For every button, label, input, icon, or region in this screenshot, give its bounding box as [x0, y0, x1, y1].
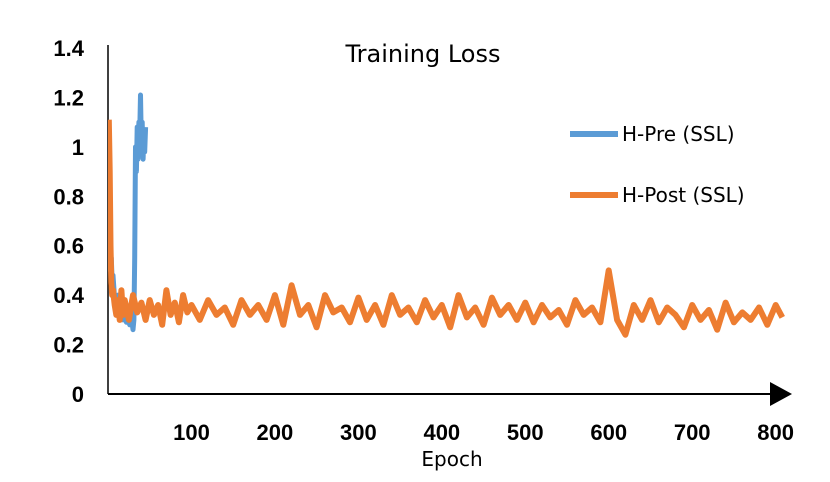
- x-tick-label: 700: [674, 420, 711, 445]
- y-tick-label: 0: [72, 382, 84, 407]
- x-tick-label: 200: [257, 420, 294, 445]
- legend-label: H-Pre (SSL): [622, 122, 735, 146]
- y-tick-label: 1: [72, 135, 84, 160]
- y-tick-label: 0.8: [53, 184, 84, 209]
- x-axis-title: Epoch: [421, 447, 482, 471]
- x-tick-label: 600: [590, 420, 627, 445]
- x-tick-label: 400: [423, 420, 460, 445]
- x-tick-label: 300: [340, 420, 377, 445]
- x-axis-arrow-icon: [770, 382, 792, 406]
- legend: H-Pre (SSL) H-Post (SSL): [570, 122, 745, 207]
- y-tick-label: 0.6: [53, 234, 84, 259]
- y-axis-ticks: 0 0.2 0.4 0.6 0.8 1 1.2 1.4: [53, 36, 84, 407]
- x-tick-label: 100: [173, 420, 210, 445]
- y-tick-label: 0.2: [53, 333, 84, 358]
- series-lines: [108, 92, 785, 338]
- y-tick-label: 1.4: [53, 36, 84, 61]
- y-tick-label: 1.2: [53, 85, 84, 110]
- x-tick-label: 800: [757, 420, 794, 445]
- series-line-h-post: [108, 119, 785, 338]
- legend-label: H-Post (SSL): [622, 183, 745, 207]
- x-tick-label: 500: [507, 420, 544, 445]
- chart-title: Training Loss: [345, 40, 501, 68]
- y-tick-label: 0.4: [53, 283, 84, 308]
- x-axis-ticks: 100 200 300 400 500 600 700 800: [173, 420, 794, 445]
